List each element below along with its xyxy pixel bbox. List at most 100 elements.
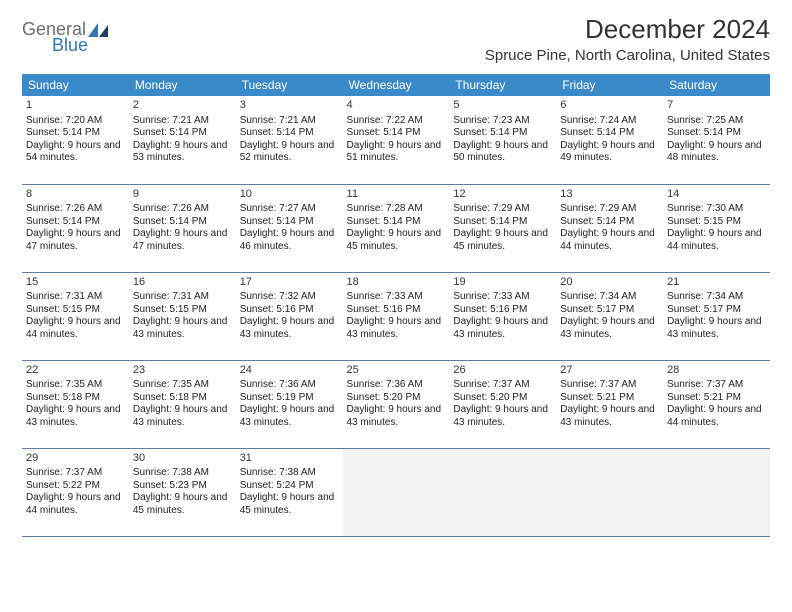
day-number: 27 — [560, 364, 659, 378]
day-number: 9 — [133, 188, 232, 202]
calendar-day-cell: 5 Sunrise: 7:23 AMSunset: 5:14 PMDaylight… — [449, 96, 556, 184]
calendar-day-cell — [343, 448, 450, 536]
day-number: 24 — [240, 364, 339, 378]
day-number: 5 — [453, 99, 552, 113]
sunrise-line: Sunrise: 7:21 AM — [133, 115, 232, 128]
calendar-day-cell: 28Sunrise: 7:37 AMSunset: 5:21 PMDayligh… — [663, 360, 770, 448]
calendar-day-cell — [556, 448, 663, 536]
calendar-day-cell: 9Sunrise: 7:26 AMSunset: 5:14 PMDaylight… — [129, 184, 236, 272]
daylight-line: Daylight: 9 hours and 44 minutes. — [26, 316, 125, 341]
sunrise-line: Sunrise: 7:31 AM — [133, 291, 232, 304]
calendar-day-cell: 19Sunrise: 7:33 AMSunset: 5:16 PMDayligh… — [449, 272, 556, 360]
sunset-line: Sunset: 5:21 PM — [667, 392, 766, 405]
daylight-line: Daylight: 9 hours and 46 minutes. — [240, 228, 339, 253]
daylight-line: Daylight: 9 hours and 47 minutes. — [26, 228, 125, 253]
weekday-header: Wednesday — [343, 74, 450, 96]
daylight-line: Daylight: 9 hours and 47 minutes. — [133, 228, 232, 253]
calendar-day-cell: 22Sunrise: 7:35 AMSunset: 5:18 PMDayligh… — [22, 360, 129, 448]
sunset-line: Sunset: 5:20 PM — [453, 392, 552, 405]
daylight-line: Daylight: 9 hours and 50 minutes. — [453, 140, 552, 165]
day-number: 29 — [26, 452, 125, 466]
day-number: 30 — [133, 452, 232, 466]
sunrise-line: Sunrise: 7:31 AM — [26, 291, 125, 304]
daylight-line: Daylight: 9 hours and 48 minutes. — [667, 140, 766, 165]
sunrise-line: Sunrise: 7:21 AM — [240, 115, 339, 128]
sunrise-line: Sunrise: 7:35 AM — [26, 379, 125, 392]
sunrise-line: Sunrise: 7:26 AM — [133, 203, 232, 216]
sunset-line: Sunset: 5:15 PM — [26, 304, 125, 317]
calendar-day-cell: 2Sunrise: 7:21 AMSunset: 5:14 PMDaylight… — [129, 96, 236, 184]
calendar-day-cell: 11Sunrise: 7:28 AMSunset: 5:14 PMDayligh… — [343, 184, 450, 272]
day-number: 13 — [560, 188, 659, 202]
sunrise-line: Sunrise: 7:29 AM — [560, 203, 659, 216]
calendar-day-cell: 26Sunrise: 7:37 AMSunset: 5:20 PMDayligh… — [449, 360, 556, 448]
day-number: 8 — [26, 188, 125, 202]
daylight-line: Daylight: 9 hours and 44 minutes. — [560, 228, 659, 253]
weekday-header: Monday — [129, 74, 236, 96]
day-number: 2 — [133, 99, 232, 113]
daylight-line: Daylight: 9 hours and 45 minutes. — [133, 492, 232, 517]
day-number: 21 — [667, 276, 766, 290]
sunrise-line: Sunrise: 7:38 AM — [240, 467, 339, 480]
calendar-day-cell: 13Sunrise: 7:29 AMSunset: 5:14 PMDayligh… — [556, 184, 663, 272]
sunset-line: Sunset: 5:14 PM — [347, 127, 446, 140]
sunset-line: Sunset: 5:16 PM — [240, 304, 339, 317]
sunset-line: Sunset: 5:24 PM — [240, 480, 339, 493]
weekday-header: Thursday — [449, 74, 556, 96]
day-number: 31 — [240, 452, 339, 466]
weekday-header: Saturday — [663, 74, 770, 96]
daylight-line: Daylight: 9 hours and 43 minutes. — [133, 404, 232, 429]
calendar-day-cell: 15Sunrise: 7:31 AMSunset: 5:15 PMDayligh… — [22, 272, 129, 360]
brand-logo: General Blue — [22, 14, 108, 54]
sunrise-line: Sunrise: 7:37 AM — [667, 379, 766, 392]
day-number: 4 — [347, 99, 446, 113]
sunrise-line: Sunrise: 7:34 AM — [667, 291, 766, 304]
sunset-line: Sunset: 5:16 PM — [347, 304, 446, 317]
daylight-line: Daylight: 9 hours and 43 minutes. — [347, 404, 446, 429]
sunrise-line: Sunrise: 7:37 AM — [560, 379, 659, 392]
daylight-line: Daylight: 9 hours and 43 minutes. — [240, 404, 339, 429]
calendar-day-cell: 18Sunrise: 7:33 AMSunset: 5:16 PMDayligh… — [343, 272, 450, 360]
daylight-line: Daylight: 9 hours and 43 minutes. — [26, 404, 125, 429]
sunset-line: Sunset: 5:22 PM — [26, 480, 125, 493]
day-number: 20 — [560, 276, 659, 290]
day-number: 17 — [240, 276, 339, 290]
day-number: 22 — [26, 364, 125, 378]
sunset-line: Sunset: 5:14 PM — [240, 216, 339, 229]
sunset-line: Sunset: 5:14 PM — [347, 216, 446, 229]
sunset-line: Sunset: 5:14 PM — [453, 127, 552, 140]
calendar-day-cell: 14Sunrise: 7:30 AMSunset: 5:15 PMDayligh… — [663, 184, 770, 272]
sunset-line: Sunset: 5:14 PM — [560, 216, 659, 229]
calendar-day-cell: 23Sunrise: 7:35 AMSunset: 5:18 PMDayligh… — [129, 360, 236, 448]
daylight-line: Daylight: 9 hours and 45 minutes. — [347, 228, 446, 253]
sunrise-line: Sunrise: 7:32 AM — [240, 291, 339, 304]
sunset-line: Sunset: 5:15 PM — [133, 304, 232, 317]
day-number: 1 — [26, 99, 125, 113]
daylight-line: Daylight: 9 hours and 43 minutes. — [240, 316, 339, 341]
sunrise-line: Sunrise: 7:38 AM — [133, 467, 232, 480]
sunset-line: Sunset: 5:18 PM — [26, 392, 125, 405]
calendar-day-cell: 7Sunrise: 7:25 AMSunset: 5:14 PMDaylight… — [663, 96, 770, 184]
sunset-line: Sunset: 5:16 PM — [453, 304, 552, 317]
location-subtitle: Spruce Pine, North Carolina, United Stat… — [485, 47, 770, 64]
sunrise-line: Sunrise: 7:25 AM — [667, 115, 766, 128]
sunrise-line: Sunrise: 7:27 AM — [240, 203, 339, 216]
calendar-day-cell: 12Sunrise: 7:29 AMSunset: 5:14 PMDayligh… — [449, 184, 556, 272]
calendar-day-cell: 21Sunrise: 7:34 AMSunset: 5:17 PMDayligh… — [663, 272, 770, 360]
sunset-line: Sunset: 5:14 PM — [560, 127, 659, 140]
sunrise-line: Sunrise: 7:26 AM — [26, 203, 125, 216]
calendar-day-cell: 6Sunrise: 7:24 AMSunset: 5:14 PMDaylight… — [556, 96, 663, 184]
sunrise-line: Sunrise: 7:28 AM — [347, 203, 446, 216]
day-number: 11 — [347, 188, 446, 202]
day-number: 3 — [240, 99, 339, 113]
daylight-line: Daylight: 9 hours and 43 minutes. — [560, 316, 659, 341]
daylight-line: Daylight: 9 hours and 43 minutes. — [133, 316, 232, 341]
sunrise-line: Sunrise: 7:37 AM — [453, 379, 552, 392]
daylight-line: Daylight: 9 hours and 52 minutes. — [240, 140, 339, 165]
daylight-line: Daylight: 9 hours and 43 minutes. — [453, 404, 552, 429]
calendar-day-cell: 29Sunrise: 7:37 AMSunset: 5:22 PMDayligh… — [22, 448, 129, 536]
sunset-line: Sunset: 5:20 PM — [347, 392, 446, 405]
day-number: 15 — [26, 276, 125, 290]
calendar-day-cell — [449, 448, 556, 536]
sunrise-line: Sunrise: 7:23 AM — [453, 115, 552, 128]
